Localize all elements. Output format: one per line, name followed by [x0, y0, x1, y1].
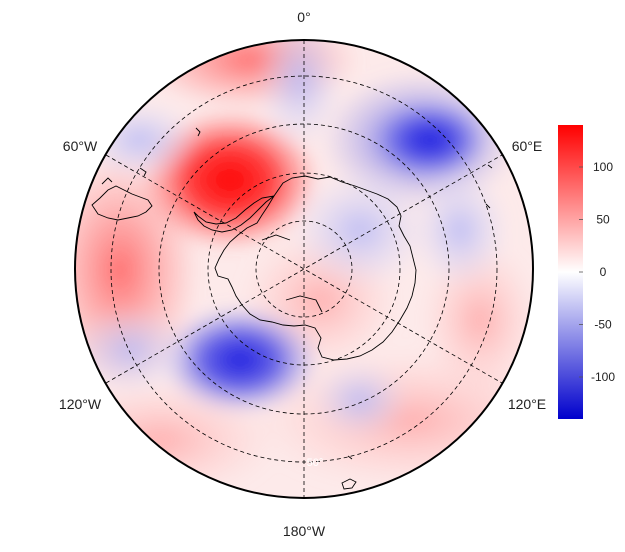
- colorbar-tick-label: 100: [593, 160, 613, 174]
- island-small: [347, 455, 353, 460]
- lon-label-180w: 180°W: [283, 523, 326, 539]
- lon-label-60w: 60°W: [63, 138, 98, 154]
- island-fragment-2: [139, 167, 147, 177]
- island-small-2: [485, 203, 491, 209]
- colorbar-ticks: 100 50 0 -50 -100: [579, 160, 615, 384]
- colorbar-tick-label: 0: [600, 265, 607, 279]
- island-bottom: [341, 478, 357, 490]
- latitude-label: 50°: [307, 457, 324, 469]
- anomaly-field: [75, 40, 533, 498]
- colorbar-tick-label: -50: [594, 318, 612, 332]
- south-america-fragment: [101, 177, 113, 185]
- meridian-120w-60e: [105, 154, 503, 384]
- map-border: [74, 39, 534, 499]
- colorbar-gradient: [558, 125, 583, 419]
- meridian-60w-120e: [105, 154, 503, 384]
- lon-label-60e: 60°E: [512, 138, 543, 154]
- island-small-3: [487, 164, 493, 169]
- colorbar: 100 50 0 -50 -100: [558, 125, 615, 419]
- antarctic-peninsula: [193, 195, 275, 233]
- colorbar-tick-label: -100: [591, 370, 615, 384]
- lon-label-0: 0°: [297, 9, 310, 25]
- ross-ice-shelf: [285, 295, 323, 313]
- south-america-coastline: [91, 185, 153, 221]
- graticule: [105, 40, 503, 498]
- island-fragment: [195, 127, 201, 137]
- lon-label-120w: 120°W: [59, 396, 102, 412]
- lat-circle-80: [255, 220, 353, 318]
- colorbar-tick-label: 50: [596, 213, 610, 227]
- lon-label-120e: 120°E: [508, 396, 546, 412]
